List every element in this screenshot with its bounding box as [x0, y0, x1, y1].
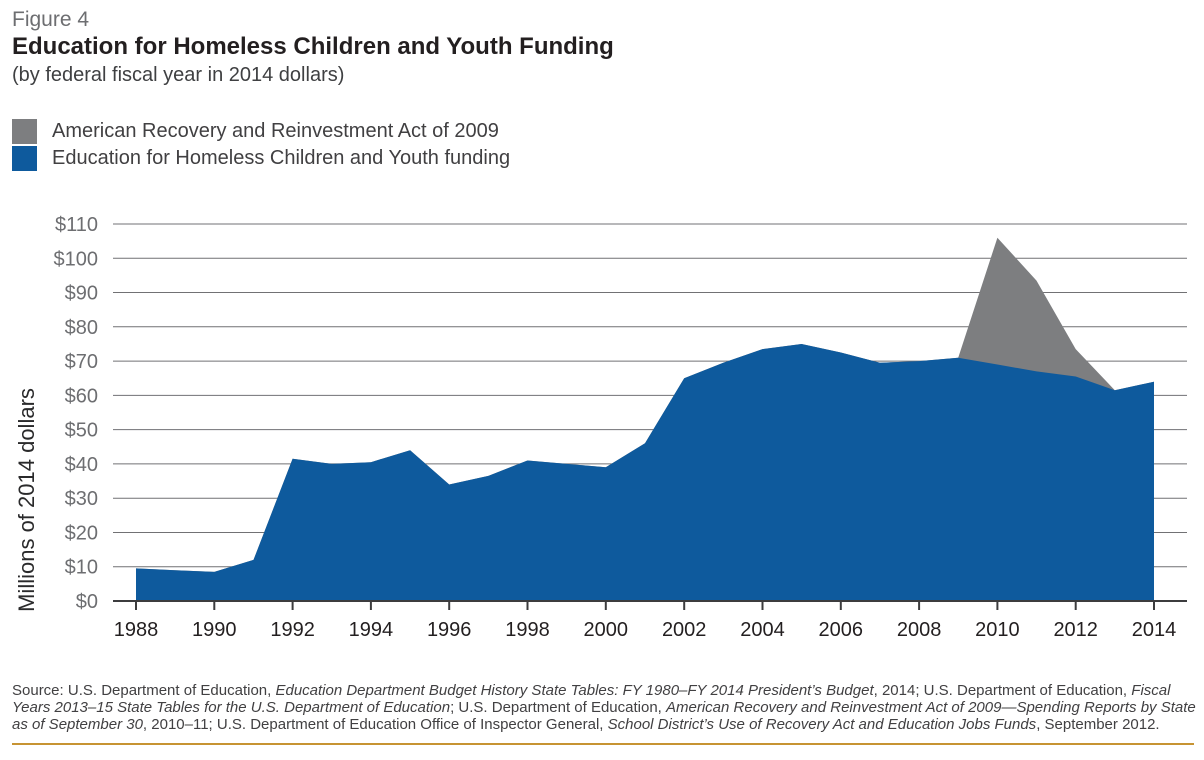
y-tick-label: $90	[65, 283, 98, 305]
y-tick-label: $110	[55, 214, 98, 236]
figure-title: Education for Homeless Children and Yout…	[12, 33, 614, 60]
ehcy-legend-swatch	[12, 146, 37, 171]
figure-subtitle: (by federal fiscal year in 2014 dollars)	[12, 64, 345, 86]
ehcy-area	[136, 344, 1154, 601]
x-tick-label: 2002	[662, 619, 707, 641]
arra-legend-swatch	[12, 119, 37, 144]
x-tick-label: 2004	[740, 619, 785, 641]
source-segment: , 2010–11; U.S. Department of Education …	[142, 716, 608, 733]
arra-legend-label: American Recovery and Reinvestment Act o…	[52, 120, 499, 142]
source-note: Source: U.S. Department of Education, Ed…	[12, 682, 1196, 733]
x-tick-label: 1990	[192, 619, 237, 641]
x-tick-label: 2008	[897, 619, 942, 641]
x-tick-label: 1994	[349, 619, 394, 641]
x-tick-label: 2010	[975, 619, 1020, 641]
source-italic-segment: American Recovery and Reinvestment Act o…	[12, 699, 1196, 733]
y-tick-label: $100	[54, 248, 99, 270]
y-axis-title: Millions of 2014 dollars	[14, 388, 39, 612]
x-tick-label: 2014	[1132, 619, 1177, 641]
legend: American Recovery and Reinvestment Act o…	[12, 118, 510, 172]
x-tick-label: 1992	[270, 619, 315, 641]
y-tick-label: $80	[65, 317, 98, 339]
y-tick-label: $50	[65, 420, 98, 442]
y-tick-label: $20	[65, 523, 98, 545]
x-tick-label: 1988	[114, 619, 159, 641]
y-tick-label: $40	[65, 454, 98, 476]
x-tick-label: 2012	[1053, 619, 1098, 641]
y-tick-label: $10	[65, 557, 98, 579]
legend-item-arra: American Recovery and Reinvestment Act o…	[12, 118, 510, 145]
source-segment: , September 2012.	[1036, 716, 1160, 733]
y-tick-label: $30	[65, 488, 98, 510]
x-tick-label: 2006	[819, 619, 864, 641]
bottom-divider-rule	[12, 743, 1194, 745]
source-segment: ; U.S. Department of Education,	[450, 699, 667, 716]
source-italic-segment: Fiscal Years 2013–15 State Tables for th…	[12, 682, 1171, 716]
source-segment: , 2014; U.S. Department of Education,	[873, 682, 1132, 699]
source-segment: Source: U.S. Department of Education,	[12, 682, 276, 699]
x-tick-label: 1998	[505, 619, 550, 641]
x-tick-label: 2000	[584, 619, 629, 641]
source-italic-segment: Education Department Budget History Stat…	[275, 682, 874, 699]
y-tick-label: $0	[76, 591, 98, 613]
legend-item-ehcy: Education for Homeless Children and Yout…	[12, 145, 510, 172]
y-tick-label: $70	[65, 351, 98, 373]
source-italic-segment: School District’s Use of Recovery Act an…	[607, 716, 1037, 733]
figure-number: Figure 4	[12, 8, 90, 31]
ehcy-legend-label: Education for Homeless Children and Yout…	[52, 147, 511, 169]
x-tick-label: 1996	[427, 619, 472, 641]
y-tick-label: $60	[65, 385, 98, 407]
